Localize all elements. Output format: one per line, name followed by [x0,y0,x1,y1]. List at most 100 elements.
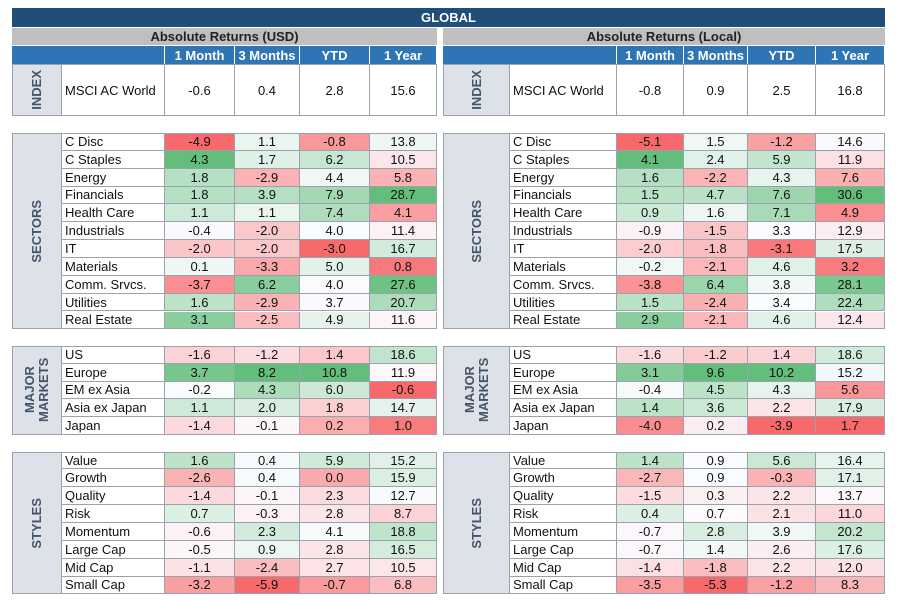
group-label-text: MAJOR MARKETS [461,358,491,423]
row-name: US [62,345,165,364]
value-cell: -2.0 [235,240,300,258]
value-cell: 1.6 [165,293,235,312]
value-cell: 17.6 [816,540,885,559]
value-cell: -4.0 [617,417,684,436]
value-cell: -3.2 [165,576,235,595]
row-name: C Disc [62,133,165,151]
value-cell: 18.6 [816,345,885,364]
value-cell: -3.1 [748,240,816,258]
value-cell: 2.9 [617,311,684,330]
value-cell: 15.9 [370,469,437,488]
value-cell: 4.4 [300,168,370,187]
value-cell: 0.4 [617,505,684,523]
row-name: Risk [510,505,617,523]
value-cell: 1.4 [617,399,684,418]
row-name: Financials [510,186,617,205]
row-name: Comm. Srvcs. [510,275,617,294]
panel-title: Absolute Returns (Local) [443,28,885,45]
row-name: Momentum [62,523,165,541]
column-header: 1 Year [370,46,437,64]
group-label-text: INDEX [29,70,44,110]
value-cell: 3.8 [748,275,816,294]
group-label: SECTORS [443,133,510,330]
value-cell: 0.9 [235,540,300,559]
value-cell: 16.5 [370,540,437,559]
row-name: Health Care [62,204,165,223]
value-cell: 14.7 [370,399,437,418]
column-header: YTD [300,46,370,64]
value-cell: 1.8 [165,186,235,205]
value-cell: 10.5 [370,150,437,169]
value-cell: 4.5 [684,381,748,400]
group-label-text: SECTORS [29,199,44,263]
value-cell: -3.9 [748,417,816,436]
value-cell: 9.6 [684,363,748,382]
group-label: INDEX [443,64,510,116]
value-cell: 1.7 [816,417,885,436]
value-cell: 3.9 [748,523,816,541]
value-cell: 4.6 [748,257,816,276]
row-name: Comm. Srvcs. [62,275,165,294]
value-cell: 1.8 [165,168,235,187]
value-cell: 2.2 [748,487,816,506]
row-name: Mid Cap [510,558,617,577]
value-cell: 3.2 [816,257,885,276]
value-cell: 12.0 [816,558,885,577]
row-name: Utilities [62,293,165,312]
value-cell: 8.7 [370,505,437,523]
value-cell: 2.8 [300,540,370,559]
value-cell: 1.5 [684,133,748,151]
group-label: MAJOR MARKETS [12,345,62,436]
value-cell: 2.7 [300,558,370,577]
value-cell: -2.0 [235,222,300,241]
value-cell: 15.2 [816,363,885,382]
row-name: Japan [62,417,165,436]
value-cell: 0.2 [684,417,748,436]
value-cell: 2.3 [235,523,300,541]
value-cell: 14.6 [816,133,885,151]
value-cell: -2.7 [617,469,684,488]
value-cell: -0.5 [165,540,235,559]
value-cell: 1.1 [235,204,300,223]
value-cell: -2.1 [684,311,748,330]
row-name: Real Estate [62,311,165,330]
group-label: STYLES [12,451,62,595]
row-name: Europe [62,363,165,382]
value-cell: -0.2 [165,381,235,400]
value-cell: 0.4 [235,469,300,488]
value-cell: 4.7 [684,186,748,205]
row-name: Asia ex Japan [510,399,617,418]
column-header: 1 Month [617,46,684,64]
value-cell: 3.7 [300,293,370,312]
value-cell: 12.7 [370,487,437,506]
value-cell: 4.3 [748,168,816,187]
value-cell: -1.6 [617,345,684,364]
value-cell: 4.6 [748,311,816,330]
value-cell: 5.8 [370,168,437,187]
value-cell: 0.8 [370,257,437,276]
value-cell: 16.8 [816,64,885,116]
row-name: Industrials [510,222,617,241]
value-cell: -1.5 [684,222,748,241]
value-cell: -0.7 [300,576,370,595]
group-label-text: STYLES [468,497,484,549]
value-cell: -5.1 [617,133,684,151]
value-cell: 1.4 [617,451,684,470]
value-cell: -0.1 [235,487,300,506]
value-cell: 3.3 [748,222,816,241]
group-label: INDEX [12,64,62,116]
value-cell: 2.0 [235,399,300,418]
value-cell: 4.9 [816,204,885,223]
value-cell: -2.9 [235,293,300,312]
value-cell: 4.9 [300,311,370,330]
value-cell: 3.9 [235,186,300,205]
row-name: Materials [62,257,165,276]
value-cell: -2.6 [165,469,235,488]
value-cell: 7.9 [300,186,370,205]
value-cell: -2.1 [684,257,748,276]
value-cell: 11.6 [370,311,437,330]
value-cell: 2.6 [748,540,816,559]
value-cell: -1.2 [235,345,300,364]
value-cell: 4.0 [300,222,370,241]
value-cell: 6.8 [370,576,437,595]
